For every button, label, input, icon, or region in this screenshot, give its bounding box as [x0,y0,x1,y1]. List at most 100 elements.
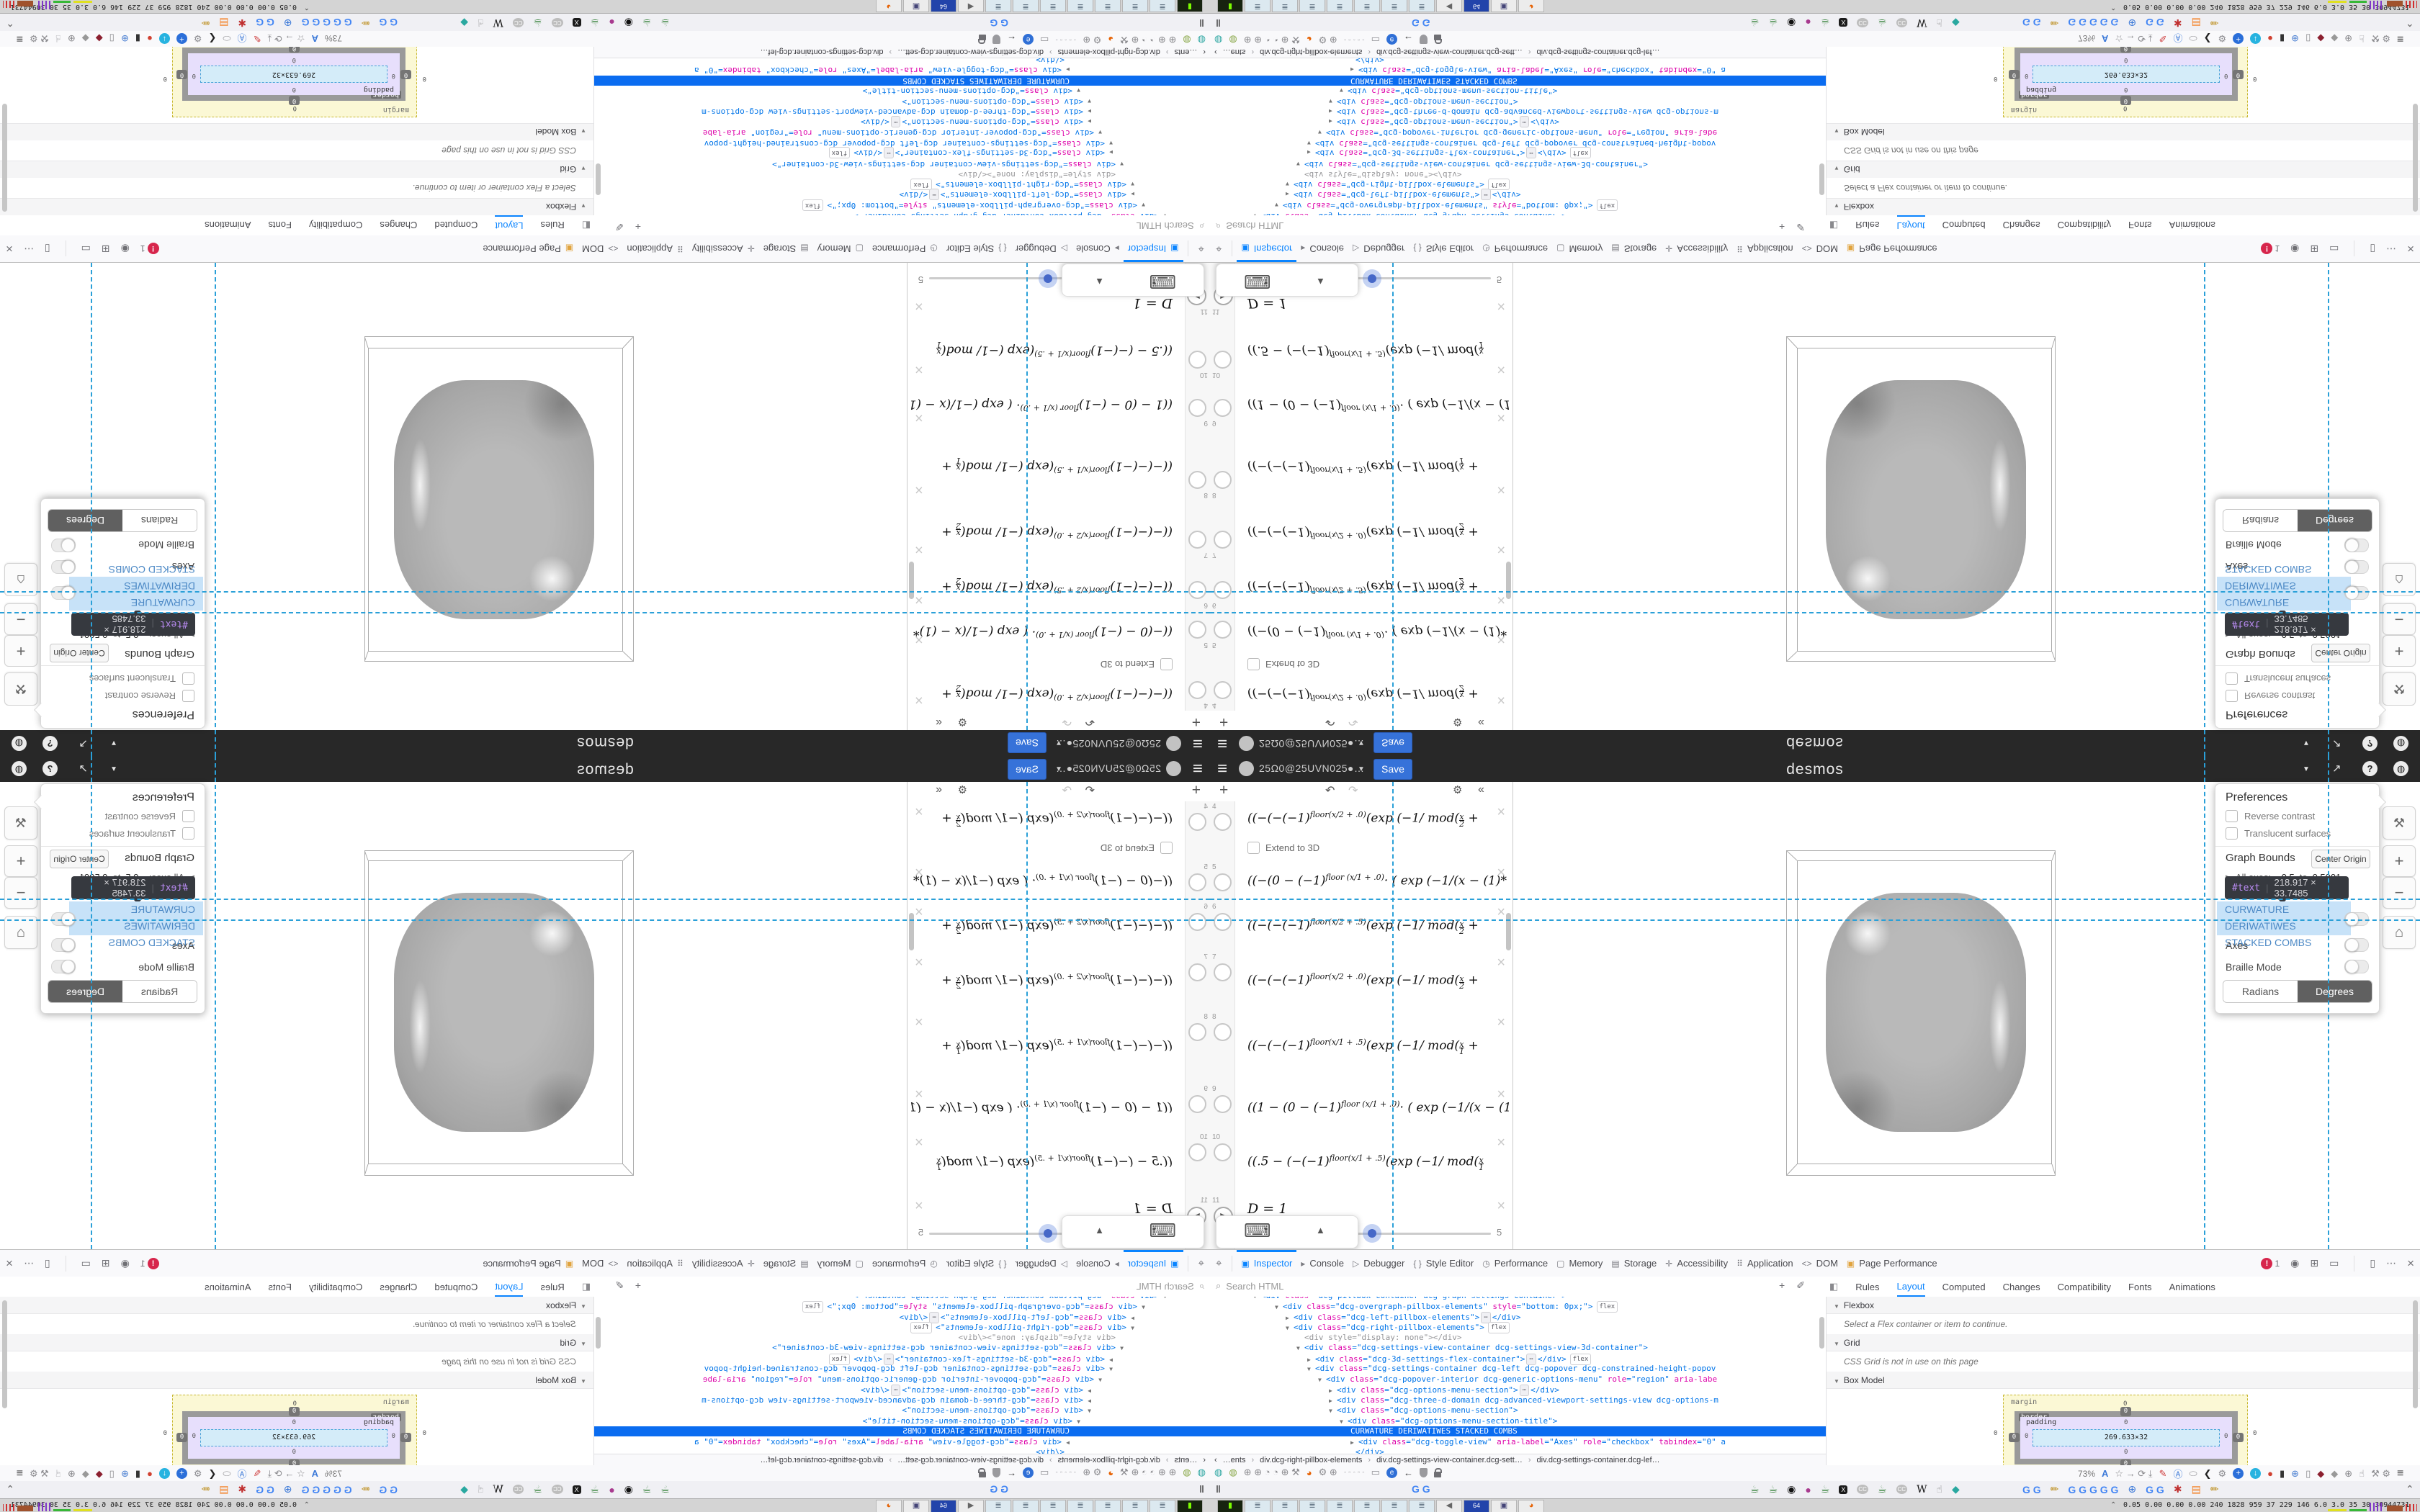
tab-accessibility[interactable]: ✛ Accessibility [691,1258,755,1269]
translate-icon[interactable]: A [2102,33,2109,44]
tab-accessibility[interactable]: ✛ Accessibility [1665,243,1729,254]
tab-dom[interactable]: <> DOM [1801,1258,1838,1269]
markup-scrollbar[interactable] [1819,1317,1824,1349]
keyboard-expand-icon[interactable]: ▲ [1095,276,1104,287]
breadcrumb-item[interactable]: …ents [1222,48,1246,56]
flexbox-section-header[interactable]: ▼Flexbox [1827,198,2420,215]
breadcrumb-back-icon[interactable]: ‹ [1203,48,1206,56]
extend-to-3d-checkbox[interactable]: Extend to 3D [1247,842,1319,854]
google-tab-icons[interactable]: G G [1412,1483,1430,1495]
taskbar-editor[interactable]: ≣ [1299,0,1325,12]
extend-to-3d-checkbox[interactable]: Extend to 3D [1247,658,1319,670]
stacked-combs-toggle[interactable] [2344,586,2369,600]
archive-icon[interactable]: ▯ [2305,33,2311,45]
reverse-contrast-row[interactable]: Reverse contrast [105,810,194,822]
box-model-section-header[interactable]: ▼Box Model [0,1372,593,1389]
markup-line[interactable]: ▶<div class="dcg-options-menu-section">⋯… [1329,1385,1559,1396]
globe-icon[interactable]: ⊕ [2291,1467,2300,1479]
error-count-badge[interactable]: ! 1 [2261,1257,2280,1269]
taskbar-firefox[interactable]: ◕ [1518,1500,1544,1512]
slider-label[interactable]: D = 1 [1132,295,1173,311]
language-globe-icon[interactable]: ◍ [12,736,27,751]
tab-layout[interactable]: Layout [495,215,523,235]
error-count-badge[interactable]: ! 1 [140,1257,159,1269]
tab-compatibility[interactable]: Compatibility [2057,220,2112,231]
tab-animations[interactable]: Animations [2169,220,2215,231]
markup-line[interactable]: ▼<div class="dcg-options-menu-section-ti… [862,86,1080,96]
edge-icon[interactable]: e [1023,34,1034,45]
degrees-button[interactable]: Degrees [48,510,122,531]
tab-debugger[interactable]: ▷ Debugger [1353,1258,1405,1269]
slider-thumb[interactable] [1363,1224,1381,1243]
horizontal-ruler-guide[interactable] [1210,899,2420,900]
markup-line[interactable]: ▶<div class="dcg-options-menu-section">⋯… [861,116,1091,127]
brush-icon[interactable]: ✎ [2159,1467,2167,1479]
expression-icon[interactable] [1188,963,1206,981]
taskbar-editor[interactable]: ≣ [985,0,1011,12]
pill-icon[interactable]: ⬭ [223,1467,231,1479]
box-model-margin[interactable]: margin border padding 269.633×32 0 0 0 0… [1994,46,2257,117]
markup-line[interactable]: ▼<div class="dcg-right-pillbox-elements"… [1286,179,1510,190]
close-icon[interactable]: × [915,1198,923,1214]
lock-icon[interactable] [1433,1467,1442,1477]
expression-icon[interactable] [1188,531,1206,549]
axes-toggle[interactable] [2344,938,2369,952]
eyedropper-icon[interactable]: ✐ [1796,1279,1805,1291]
close-icon[interactable]: × [1497,1135,1505,1151]
taskbar-volume[interactable]: ◀ [958,1500,984,1512]
box-model-content[interactable]: 269.633×32 [2033,1429,2220,1446]
google-tab-icons[interactable]: G G [2022,1483,2041,1495]
tab-storage[interactable]: ▤ Storage [1611,1258,1657,1269]
taskbar-editor[interactable]: ≣ [1299,1500,1325,1512]
tab-favicon[interactable]: ▤ [219,17,229,29]
language-globe-icon[interactable]: ◍ [2393,736,2408,751]
markup-line[interactable]: ▼<div class="dcg-options-menu-section"> [1329,1405,1518,1415]
help-icon[interactable]: ? [42,761,58,776]
breadcrumb-item[interactable]: div.dcg-right-pillbox-elements [1260,48,1363,56]
expression-icon[interactable] [1188,399,1206,417]
tab-debugger[interactable]: ▷ Debugger [1353,243,1405,254]
tab-favicon[interactable]: ✏ [361,17,370,29]
google-tab-icons[interactable]: G G [256,1483,274,1495]
extension-icons[interactable]: ⚙ ⊕ [1318,1467,1337,1477]
nav-icons[interactable]: ☆ → ⟳ ⤓ [2115,33,2153,45]
tab-changes[interactable]: Changes [380,220,418,231]
avatar[interactable] [1239,761,1254,776]
record-icon[interactable]: ● [146,1468,153,1479]
graph-settings-wrench-button[interactable]: ⚒ [4,806,37,840]
tab-page-performance[interactable]: ▣ Page Performance [1846,1258,1937,1269]
zoom-out-button[interactable]: − [2383,603,2416,635]
grid-section-header[interactable]: ▼Grid [1827,161,2420,178]
markup-line[interactable]: ▼<div class="dcg-popover-interior dcg-ge… [702,1374,1102,1384]
checkbox-icon[interactable] [2226,690,2238,702]
shield-extension-icon[interactable]: ◆ [2331,33,2339,45]
thumb-icon[interactable]: ☝ [55,1467,61,1479]
eyedropper-icon[interactable]: ✐ [615,221,624,233]
nav-icons[interactable]: ☆ → ⟳ ⤓ [267,1467,305,1479]
add-expression-button[interactable]: + [1191,714,1201,730]
expression-icon[interactable] [1214,581,1232,599]
expression-icon[interactable] [1214,351,1232,369]
flexbox-section-header[interactable]: ▼Flexbox [0,1297,593,1314]
tab-favicon[interactable]: ✏ [361,1483,370,1495]
markup-line[interactable]: ▼<div class="dcg-settings-view-container… [1296,1343,1648,1352]
tab-computed[interactable]: Computed [434,1281,478,1292]
hamburger-menu-icon[interactable]: ≡ [2396,1467,2404,1480]
markup-line[interactable]: ▶<div class="dcg-toggle-view" aria-label… [1350,1436,1726,1446]
tab-computed[interactable]: Computed [1942,220,1986,231]
firefox-icon[interactable]: ◕ [1108,1467,1114,1478]
tab-favicon[interactable]: CC [552,1485,563,1494]
expression-icon[interactable] [1188,1143,1206,1161]
tab-layout[interactable]: Layout [1897,1277,1925,1297]
box-model-margin[interactable]: margin border padding 269.633×32 0 0 0 0… [1994,1395,2257,1466]
expression-icon[interactable] [1214,1143,1232,1161]
tab-favicon[interactable]: ✏ [201,1483,210,1495]
tab-favicon[interactable]: ☕ [1877,1483,1887,1495]
tab-favicon[interactable]: ✱ [2173,17,2182,29]
pick-element-icon[interactable]: ⌖ [1198,243,1204,255]
folder-icon[interactable]: ▭ [1371,35,1380,45]
tab-rules[interactable]: Rules [1855,220,1880,231]
tab-style-editor[interactable]: { } Style Editor [1413,243,1474,254]
breadcrumb-item[interactable]: div.dcg-settings-container.dcg-lef… [760,48,884,56]
taskbar-firefox[interactable]: ◕ [876,1500,902,1512]
